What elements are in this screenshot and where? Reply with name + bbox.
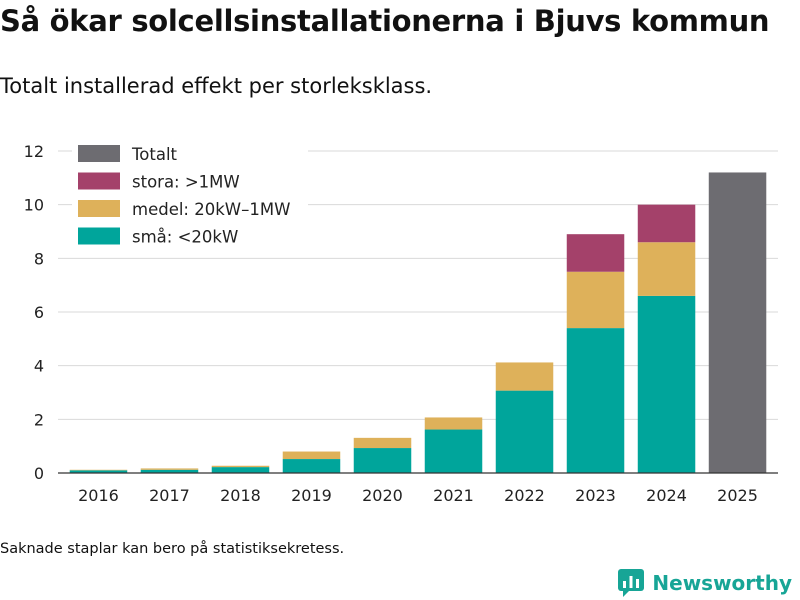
bar-medium-2022 [495,362,554,391]
bar-medium-2024 [637,242,696,296]
x-tick-label: 2023 [575,486,616,505]
chart-title: Så ökar solcellsinstallationerna i Bjuvs… [0,4,770,38]
bar-medium-2017 [140,468,199,470]
x-tick-label: 2020 [362,486,403,505]
bar-small-2022 [495,390,554,473]
legend-swatch-small [78,227,120,245]
legend-swatch-large [78,172,120,190]
chart-subtitle: Totalt installerad effekt per storlekskl… [0,74,433,98]
footnote: Saknade staplar kan bero på statistiksek… [0,541,345,557]
stacked-bar-chart: 0 2 4 6 8 10 12 2016 2017 2018 2019 2020 2021 2022 202… [24,139,778,505]
brand-logo: Newsworthy [618,568,792,598]
bar-medium-2018 [211,465,270,468]
x-tick-label: 2019 [291,486,332,505]
legend-label-total: Totalt [131,145,178,164]
bar-small-2023 [566,328,625,473]
bar-small-2020 [353,448,412,473]
legend-label-small: små: <20kW [132,228,238,247]
x-tick-label: 2024 [646,486,687,505]
y-tick-label: 6 [34,303,44,322]
y-tick-label: 12 [24,142,44,161]
bar-medium-2020 [353,437,412,449]
x-tick-label: 2017 [149,486,190,505]
x-tick-label: 2025 [717,486,758,505]
bar-large-2024 [637,204,696,243]
y-tick-label: 10 [24,196,44,215]
y-tick-label: 4 [34,357,44,376]
bar-total-2025 [708,172,767,473]
y-tick-label: 2 [34,410,44,429]
bar-small-2021 [424,429,483,473]
x-tick-label: 2018 [220,486,261,505]
bar-medium-2023 [566,271,625,329]
x-tick-label: 2016 [78,486,119,505]
bar-small-2018 [211,467,270,473]
bar-large-2023 [566,234,625,272]
legend-label-medium: medel: 20kW–1MW [132,200,290,219]
legend-swatch-total [78,145,120,162]
y-tick-label: 0 [34,464,44,483]
bar-medium-2016 [69,469,128,471]
bar-medium-2019 [282,451,341,460]
bar-small-2016 [69,470,128,473]
bar-small-2024 [637,295,696,473]
legend-swatch-medium [78,200,120,217]
x-tick-label: 2021 [433,486,474,505]
y-tick-label: 8 [34,249,44,268]
bar-small-2017 [140,469,199,473]
brand-name: Newsworthy [652,571,792,595]
chart-logo-icon [618,569,645,597]
bar-medium-2021 [424,417,483,430]
x-tick-label: 2022 [504,486,545,505]
bar-small-2019 [282,459,341,473]
legend-label-large: stora: >1MW [132,173,240,192]
